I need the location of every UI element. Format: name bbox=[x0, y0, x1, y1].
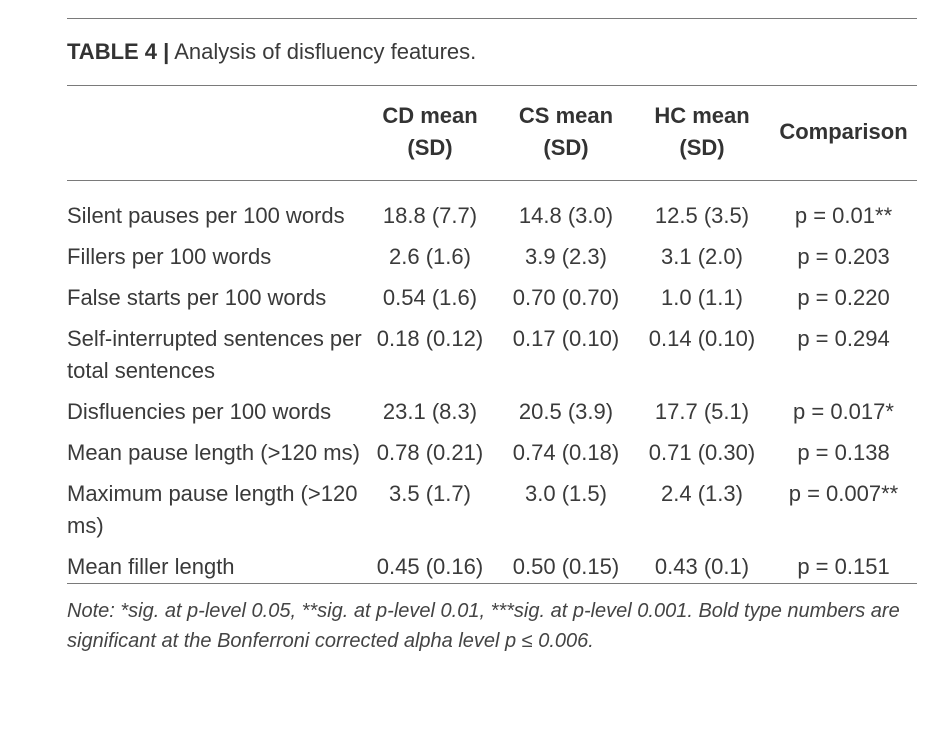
table-row: Mean filler length 0.45 (0.16) 0.50 (0.15)… bbox=[67, 547, 917, 584]
table-caption: Analysis of disfluency features. bbox=[174, 39, 477, 64]
row-label: Mean pause length (>120 ms) bbox=[67, 440, 360, 465]
column-header: CS mean (SD) bbox=[518, 103, 614, 160]
table-note: Note: *sig. at p-level 0.05, **sig. at p… bbox=[67, 600, 900, 652]
cell: 17.7 (5.1) bbox=[654, 399, 750, 424]
cell: 3.0 (1.5) bbox=[525, 481, 607, 506]
cell: 23.1 (8.3) bbox=[382, 399, 478, 424]
cell: p = 0.294 bbox=[797, 326, 890, 351]
cell: 18.8 (7.7) bbox=[382, 203, 478, 228]
cell: 0.71 (0.30) bbox=[648, 440, 756, 465]
cell: 0.54 (1.6) bbox=[382, 285, 478, 310]
cell: p = 0.220 bbox=[797, 285, 890, 310]
cell: 1.0 (1.1) bbox=[661, 285, 743, 310]
table-row: Silent pauses per 100 words 18.8 (7.7) 14.… bbox=[67, 181, 917, 238]
cell: 0.78 (0.21) bbox=[376, 440, 484, 465]
cell: p = 0.007** bbox=[788, 481, 899, 506]
table-body: Silent pauses per 100 words 18.8 (7.7) 14.… bbox=[67, 181, 917, 584]
cell: p = 0.203 bbox=[797, 244, 890, 269]
cell: 0.50 (0.15) bbox=[512, 554, 620, 579]
table-row: Maximum pause length (>120 ms) 3.5 (1.7) 3… bbox=[67, 474, 917, 547]
title-rule bbox=[67, 85, 917, 86]
cell: 0.17 (0.10) bbox=[512, 326, 620, 351]
cell: 2.6 (1.6) bbox=[389, 244, 471, 269]
cell: 14.8 (3.0) bbox=[518, 203, 614, 228]
top-rule bbox=[67, 18, 917, 19]
cell: 12.5 (3.5) bbox=[654, 203, 750, 228]
table-head: CD mean (SD) CS mean (SD) HC mean (SD) Comp… bbox=[67, 86, 917, 181]
table-label: TABLE 4 | bbox=[67, 39, 170, 64]
row-label: Silent pauses per 100 words bbox=[67, 203, 345, 228]
cell: 3.5 (1.7) bbox=[389, 481, 471, 506]
cell: 0.18 (0.12) bbox=[376, 326, 484, 351]
cell: p = 0.017* bbox=[793, 399, 894, 424]
column-header: CD mean (SD) bbox=[382, 103, 478, 160]
table-row: Self-interrupted sentences per total sen… bbox=[67, 319, 917, 392]
row-label: False starts per 100 words bbox=[67, 285, 327, 310]
cell: p = 0.151 bbox=[797, 554, 890, 579]
row-label: Self-interrupted sentences per total sen… bbox=[67, 326, 362, 383]
column-header: HC mean (SD) bbox=[654, 103, 750, 160]
cell: 0.70 (0.70) bbox=[512, 285, 620, 310]
cell: 0.45 (0.16) bbox=[376, 554, 484, 579]
column-header: Comparison bbox=[779, 119, 908, 144]
row-label: Fillers per 100 words bbox=[67, 244, 272, 269]
table-title: TABLE 4 | Analysis of disfluency feature… bbox=[67, 19, 917, 85]
table-row: False starts per 100 words 0.54 (1.6) 0.70… bbox=[67, 278, 917, 319]
cell: 3.1 (2.0) bbox=[661, 244, 743, 269]
cell: 0.74 (0.18) bbox=[512, 440, 620, 465]
cell: 0.14 (0.10) bbox=[648, 326, 756, 351]
cell: 0.43 (0.1) bbox=[654, 554, 750, 579]
column-header-empty bbox=[67, 86, 362, 181]
table-container: TABLE 4 | Analysis of disfluency feature… bbox=[67, 18, 917, 656]
table-row: Mean pause length (>120 ms) 0.78 (0.21) 0.… bbox=[67, 433, 917, 474]
header-row: CD mean (SD) CS mean (SD) HC mean (SD) Comp… bbox=[67, 86, 917, 181]
cell: 20.5 (3.9) bbox=[518, 399, 614, 424]
row-label: Mean filler length bbox=[67, 554, 235, 579]
table-row: Disfluencies per 100 words 23.1 (8.3) 20.5… bbox=[67, 392, 917, 433]
cell: 3.9 (2.3) bbox=[525, 244, 607, 269]
cell: p = 0.01** bbox=[794, 203, 893, 228]
table-row: Fillers per 100 words 2.6 (1.6) 3.9 (2.3) 3… bbox=[67, 237, 917, 278]
row-label: Maximum pause length (>120 ms) bbox=[67, 481, 358, 538]
cell: p = 0.138 bbox=[797, 440, 890, 465]
cell: 2.4 (1.3) bbox=[661, 481, 743, 506]
row-label: Disfluencies per 100 words bbox=[67, 399, 332, 424]
data-table: CD mean (SD) CS mean (SD) HC mean (SD) Comp… bbox=[67, 86, 917, 584]
